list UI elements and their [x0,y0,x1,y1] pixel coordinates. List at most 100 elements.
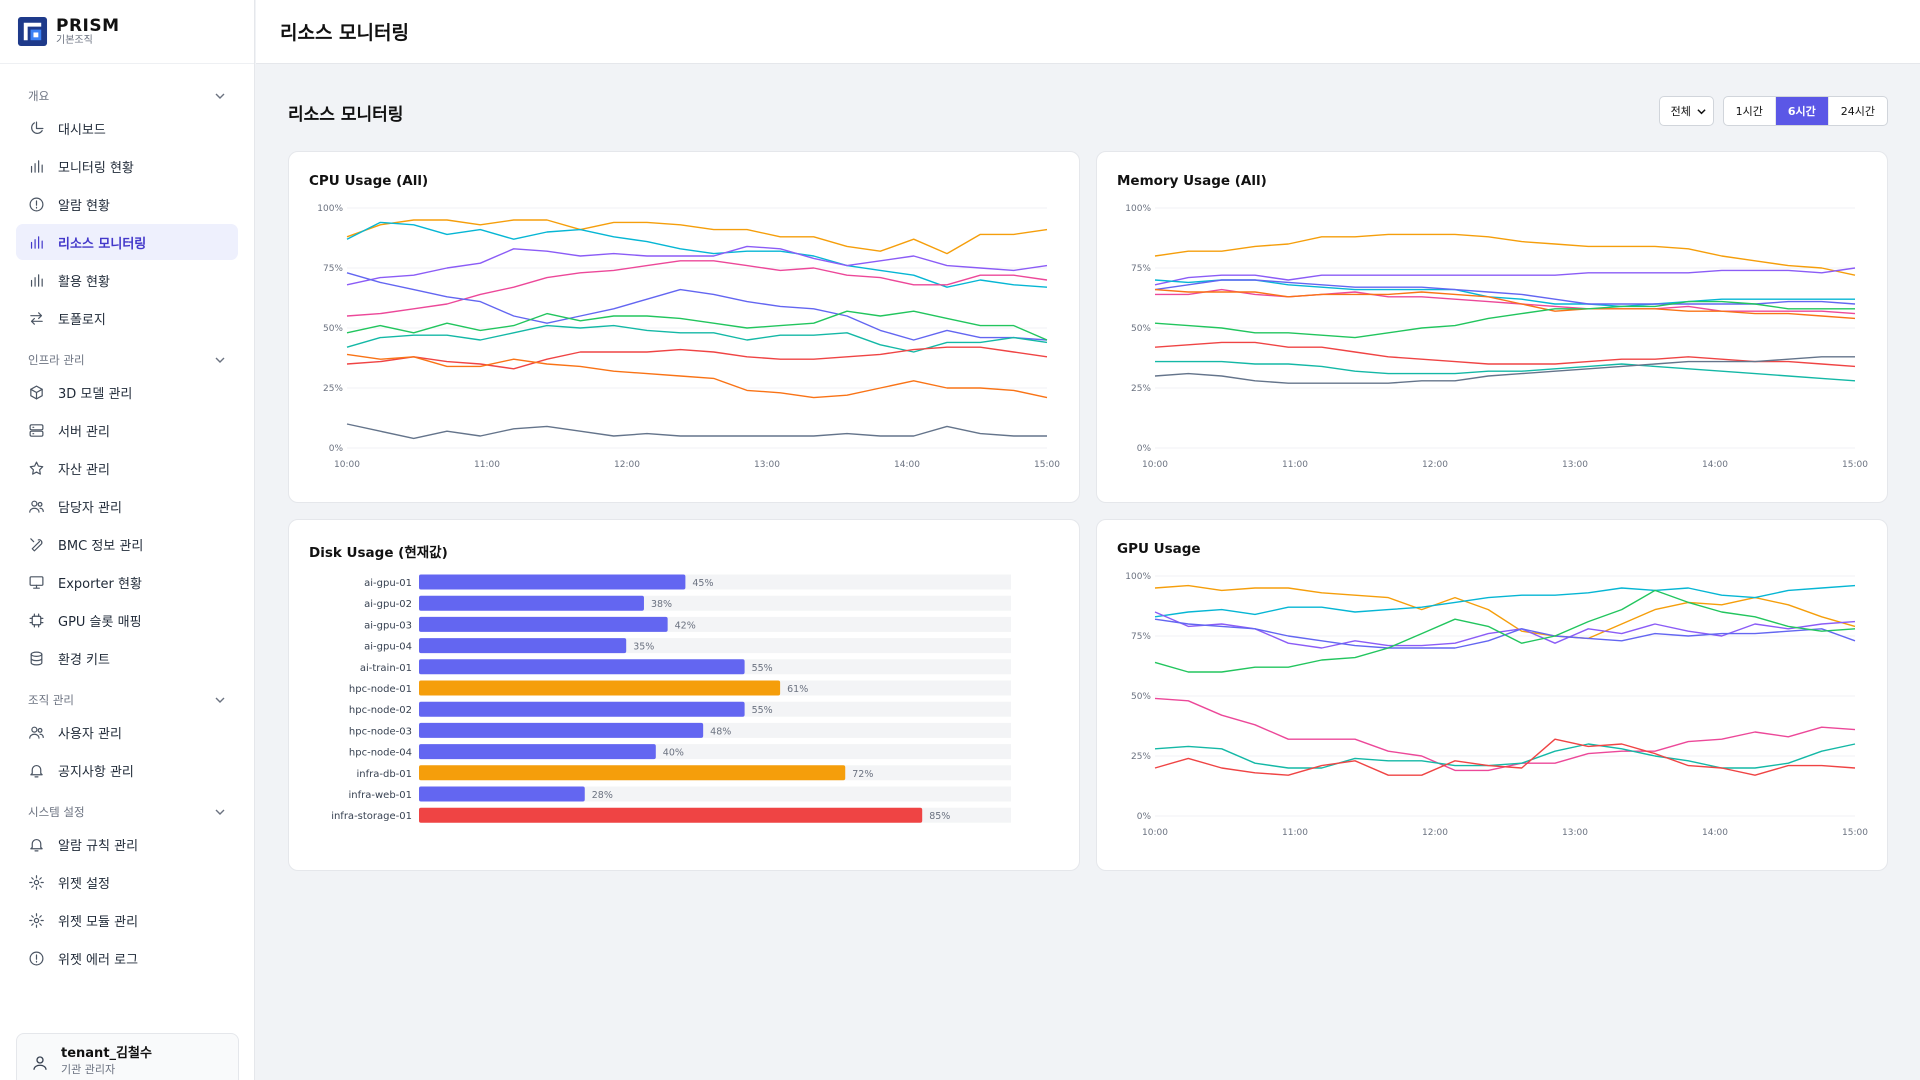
sidebar-item-label: 모니터링 현황 [58,160,134,176]
main-content: 리소스 모니터링 전체 1시간 6시간 24시간 CPU Usage (All) 0… [256,64,1920,1080]
y-tick-label: 50% [1131,692,1151,702]
sidebar-item[interactable]: Exporter 현황 [16,564,238,600]
bar-value-label: 38% [651,599,672,610]
series-line [1154,584,1856,640]
sidebar-item[interactable]: 자산 관리 [16,450,238,486]
bar-value-label: 55% [752,705,773,716]
sidebar-item[interactable]: 알람 현황 [16,186,238,222]
sidebar-item[interactable]: 위젯 모듈 관리 [16,902,238,938]
topbar-title: 리소스 모니터링 [280,22,409,44]
bar [419,574,686,590]
bar [419,722,704,738]
x-tick-label: 10:00 [1142,828,1168,838]
time-range-toggle: 1시간 6시간 24시간 [1722,96,1888,126]
bar [419,595,644,611]
series-line [346,219,1048,255]
series-line [346,245,1048,286]
sidebar-item-label: BMC 정보 관리 [58,538,144,554]
time-range-option[interactable]: 1시간 [1735,105,1763,118]
series-line [346,423,1047,440]
bar-category-label: hpc-node-02 [349,705,412,716]
sidebar-item-label: 위젯 에러 로그 [58,952,139,968]
y-tick-label: 50% [323,324,343,334]
bar [419,701,745,717]
x-tick-label: 14:00 [894,460,920,470]
nav-section-title: 인프라 관리 [28,353,85,367]
nav-gap [16,678,238,686]
sidebar-item[interactable]: 사용자 관리 [16,714,238,750]
chevron-down-icon [215,809,225,815]
gpu-chart-title: GPU Usage [1117,541,1201,557]
bar-value-label: 61% [787,684,808,695]
x-tick-label: 15:00 [1842,828,1868,838]
sidebar-item-label: 토폴로지 [58,312,106,328]
brand[interactable]: PRISM 기본조직 [0,0,254,64]
x-tick-label: 14:00 [1702,828,1728,838]
bar-category-label: infra-storage-01 [331,811,412,822]
user-role: 기관 관리자 [61,1063,116,1076]
x-tick-label: 11:00 [1282,460,1308,470]
bell-icon [30,764,43,777]
nav-gap [16,790,238,798]
bell-icon [30,838,43,851]
sidebar-item[interactable]: 대시보드 [16,110,238,146]
bar-value-label: 45% [692,578,713,589]
y-tick-label: 25% [1131,752,1151,762]
sidebar-item[interactable]: 담당자 관리 [16,488,238,524]
sidebar-item[interactable]: 활용 현황 [16,262,238,298]
page-title: 리소스 모니터링 [288,105,404,125]
bar-value-label: 28% [592,790,613,801]
time-range-option[interactable]: 24시간 [1827,97,1887,125]
users-icon [29,726,44,739]
filter-select[interactable]: 전체 [1658,96,1714,126]
prism-logo-icon [17,16,48,47]
y-tick-label: 0% [329,444,344,454]
nav-section-header[interactable]: 개요 [16,82,238,110]
nav-section-header[interactable]: 시스템 설정 [16,798,238,826]
nav-section-header[interactable]: 인프라 관리 [16,346,238,374]
series-line [1154,611,1856,649]
x-tick-label: 14:00 [1702,460,1728,470]
sidebar-item[interactable]: 위젯 설정 [16,864,238,900]
time-range-option[interactable]: 6시간 [1774,97,1828,125]
y-tick-label: 25% [323,384,343,394]
nav-section-header[interactable]: 조직 관리 [16,686,238,714]
series-line [1154,584,1856,618]
bar-value-label: 40% [663,748,684,759]
sidebar-item[interactable]: 위젯 에러 로그 [16,940,238,976]
bar-category-label: infra-web-01 [349,790,413,801]
sidebar-item[interactable]: 리소스 모니터링 [16,224,238,260]
sidebar-item[interactable]: 알람 규칙 관리 [16,826,238,862]
series-line [346,346,1048,370]
sidebar-item[interactable]: 환경 키트 [16,640,238,676]
sidebar-item[interactable]: GPU 슬롯 매핑 [16,602,238,638]
time-controls: 전체 1시간 6시간 24시간 [1658,96,1888,126]
sidebar-item[interactable]: 서버 관리 [16,412,238,448]
sidebar-item[interactable]: 모니터링 현황 [16,148,238,184]
nav-section-title: 시스템 설정 [28,805,85,819]
sidebar-item[interactable]: 3D 모델 관리 [16,374,238,410]
bar-value-label: 72% [852,769,873,780]
sidebar-item[interactable]: BMC 정보 관리 [16,526,238,562]
series-line [1154,589,1856,673]
y-tick-label: 50% [1131,324,1151,334]
alert-circle-icon [29,951,44,965]
sidebar-item-label: 알람 현황 [58,198,110,214]
x-tick-label: 11:00 [474,460,500,470]
sidebar-item-label: 담당자 관리 [58,500,122,516]
series-line [346,272,1048,341]
arrows-swap-icon [30,311,43,325]
nav-gap [16,338,238,346]
memory-usage-card: Memory Usage (All) 0% 25% 50% 75% 100% 10:00 1… [1096,151,1888,503]
sidebar-item[interactable]: 공지사항 관리 [16,752,238,788]
series-line [1154,279,1856,305]
series-line [1154,267,1856,286]
y-tick-label: 100% [1125,572,1151,582]
y-tick-label: 0% [1137,444,1152,454]
bar-value-label: 42% [675,620,696,631]
chevron-down-icon [215,697,225,703]
series-line [1154,233,1856,276]
user-profile[interactable]: tenant_김철수 기관 관리자 [16,1033,239,1080]
sidebar-item[interactable]: 토폴로지 [16,300,238,336]
